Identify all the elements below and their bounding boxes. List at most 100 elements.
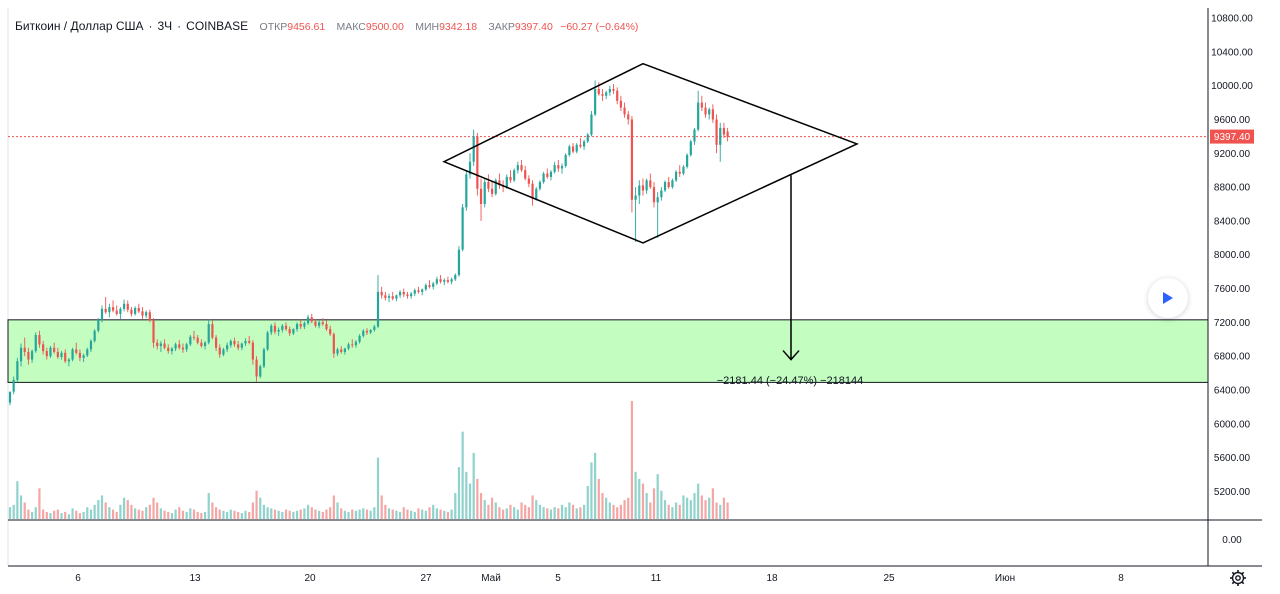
candle-body (376, 291, 380, 327)
candle (321, 318, 324, 326)
candle-body (546, 173, 549, 177)
candle (689, 139, 692, 157)
volume-bar (443, 510, 446, 519)
candle (233, 337, 236, 347)
candle (612, 83, 615, 95)
scroll-to-realtime-button[interactable] (1148, 278, 1188, 318)
volume-bar (49, 513, 52, 519)
volume-bar (192, 509, 196, 519)
candle (281, 324, 284, 333)
candle (630, 116, 634, 213)
volume-bar (12, 504, 15, 519)
candle-body (457, 249, 461, 276)
volume-axis-zero: 0.00 (1222, 535, 1242, 546)
candle-body (251, 342, 254, 360)
open-value: 9456.61 (287, 21, 326, 33)
high-label: МАКС (336, 21, 366, 33)
volume-bar (428, 507, 431, 519)
volume-bar (281, 511, 284, 519)
candle-body (119, 308, 122, 314)
volume-bar (490, 497, 494, 519)
volume-bar (351, 509, 354, 519)
volume-series (8, 401, 729, 519)
volume-bar (226, 511, 229, 519)
candle (295, 322, 299, 332)
candle-body (700, 102, 703, 108)
volume-bar (575, 508, 578, 519)
candle-body (395, 295, 398, 299)
price-tick-label: 6400.00 (1214, 386, 1251, 397)
candle-body (487, 182, 490, 189)
candle (89, 339, 93, 352)
volume-bar (318, 510, 321, 519)
close-value: 9397.40 (514, 21, 553, 33)
candle-body (524, 170, 527, 179)
candle-body (564, 154, 567, 166)
low-label: МИН (415, 21, 440, 33)
candle-body (490, 188, 494, 194)
volume-bar (325, 509, 328, 519)
volume-bar (553, 507, 556, 519)
candle (277, 327, 280, 336)
candle (38, 330, 41, 348)
price-axis[interactable]: 10800.00 10400.00 10000.00 9600.00 9200.00 88… (1211, 14, 1253, 498)
candle (719, 122, 722, 162)
candle-body (450, 279, 453, 282)
candle-body (270, 325, 273, 333)
candle-body (428, 285, 431, 287)
candle-body (538, 182, 542, 189)
candle (671, 178, 674, 189)
diamond-pattern[interactable] (442, 62, 859, 244)
candle-body (115, 310, 118, 314)
volume-bar (233, 510, 236, 519)
chart-settings-button[interactable] (1229, 569, 1247, 587)
candle-body (347, 344, 350, 349)
candle-body (708, 109, 711, 115)
volume-bar (189, 508, 192, 519)
symbol-legend[interactable]: Биткоин / Доллар США · 3Ч · COINBASE ОТКР945… (15, 19, 638, 33)
volume-bar (410, 510, 413, 519)
candle (111, 300, 115, 313)
candle (240, 342, 243, 351)
volume-bar (97, 500, 100, 519)
volume-bar (619, 504, 622, 519)
volume-bar (306, 504, 310, 519)
volume-bar (251, 502, 254, 519)
volume-bar (347, 511, 350, 519)
open-label: ОТКР (259, 21, 288, 33)
volume-bar (472, 452, 475, 519)
candle (417, 286, 420, 294)
candle-body (509, 176, 512, 181)
candle-body (362, 330, 365, 336)
candle-body (321, 322, 324, 325)
candle (332, 332, 335, 358)
volume-bar (262, 504, 266, 519)
candle-body (34, 335, 37, 352)
volume-bar (19, 495, 23, 519)
volume-bar (483, 500, 486, 519)
volume-bar (384, 504, 387, 519)
last-price-tag: 9397.40 (1210, 129, 1254, 144)
candle (218, 344, 221, 358)
candle (410, 291, 413, 299)
candle-body (590, 114, 593, 135)
time-axis[interactable]: 6 13 20 27 Май 5 11 18 25 Июн 8 (75, 573, 1124, 584)
volume-bar (340, 508, 343, 519)
volume-bar (167, 511, 170, 519)
candle (104, 297, 107, 314)
candle-body (693, 129, 696, 142)
candle (325, 320, 328, 331)
volume-bar (546, 508, 549, 519)
volume-bar (700, 495, 703, 519)
candle-body (641, 185, 645, 191)
candle (30, 349, 34, 363)
volume-bar (141, 510, 144, 519)
candle-body (53, 347, 56, 352)
candle-body (671, 180, 674, 188)
volume-bar (557, 508, 560, 519)
measure-tool[interactable]: −2181.44 (−24.47%) −218144 (717, 175, 864, 387)
volume-bar (137, 509, 140, 519)
volume-bar (196, 511, 199, 519)
candle-body (64, 352, 67, 362)
